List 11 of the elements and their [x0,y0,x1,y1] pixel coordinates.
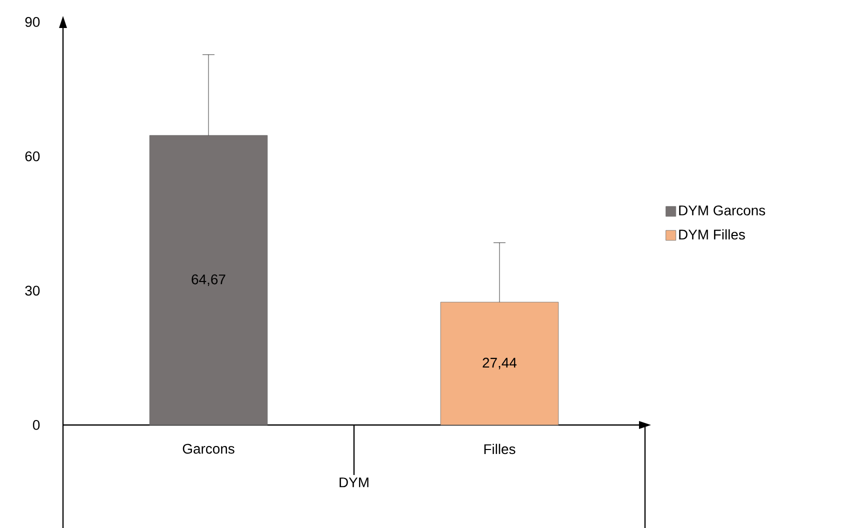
x-tick-label: Filles [484,444,516,454]
y-tick-label: 0 [32,420,40,430]
x-tick-label: Garcons [182,444,234,454]
y-tick-label: 30 [25,286,40,296]
y-tick-label: 90 [25,17,40,27]
legend-label: DYM Filles [679,229,745,240]
data-label: 64,67 [192,274,226,286]
x-axis-title: DYM [340,478,368,488]
data-label: 27,44 [482,358,517,370]
y-tick-label: 60 [25,151,40,162]
legend-label: DYM Garcons [679,205,766,216]
